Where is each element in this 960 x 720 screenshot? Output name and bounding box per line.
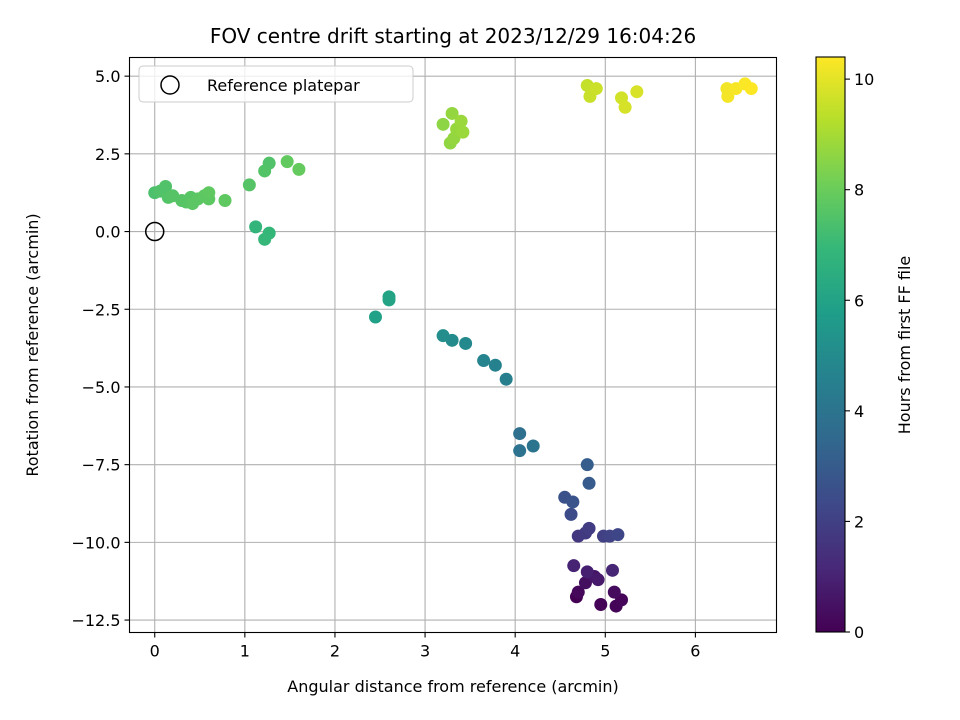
scatter-point — [249, 220, 263, 234]
scatter-point — [567, 559, 581, 573]
colorbar-label: Hours from first FF file — [895, 256, 914, 435]
x-tick-label: 3 — [420, 642, 430, 661]
scatter-point — [280, 155, 294, 169]
scatter-point — [630, 85, 644, 99]
y-tick-label: 2.5 — [95, 145, 120, 164]
scatter-point — [218, 193, 232, 207]
scatter-point — [594, 598, 608, 612]
y-tick-label: −12.5 — [71, 611, 120, 630]
colorbar-tick-label: 10 — [854, 70, 874, 89]
legend-box — [138, 65, 414, 103]
scatter-point — [477, 354, 491, 368]
scatter-point — [591, 573, 605, 587]
grid — [129, 57, 777, 633]
scatter-point — [159, 179, 173, 193]
colorbar-tick-label: 6 — [854, 291, 864, 310]
scatter-point — [459, 336, 473, 350]
x-tick-label: 6 — [690, 642, 700, 661]
colorbar: 0 2 4 6 8 10 Hours from first FF file — [815, 56, 914, 642]
colorbar-tick-label: 4 — [854, 402, 864, 421]
x-tick-label: 1 — [240, 642, 250, 661]
scatter-point — [258, 232, 272, 246]
scatter-point — [607, 585, 621, 599]
y-tick-label: −2.5 — [82, 300, 121, 319]
colorbar-gradient — [815, 56, 846, 633]
y-tick-label: 5.0 — [95, 67, 120, 86]
chart-title: FOV centre drift starting at 2023/12/29 … — [210, 24, 696, 48]
scatter-point — [571, 585, 585, 599]
legend-marker — [160, 75, 180, 95]
scatter-point — [202, 186, 216, 200]
y-axis-label: Rotation from reference (arcmin) — [23, 213, 42, 476]
scatter-point — [721, 89, 735, 103]
scatter-point — [499, 372, 513, 386]
colorbar-tick-label: 8 — [854, 181, 864, 200]
scatter-point — [513, 427, 527, 441]
scatter-point — [744, 82, 758, 96]
scatter-point — [454, 114, 468, 128]
legend-entry-reference: Reference platepar — [207, 76, 360, 95]
reference-platepar-marker — [144, 221, 165, 242]
scatter-point — [488, 358, 502, 372]
scatter-point — [369, 310, 383, 324]
scatter-point — [258, 164, 272, 178]
scatter-point — [526, 439, 540, 453]
x-axis: 0 1 2 3 4 5 6 — [150, 632, 700, 661]
scatter-point — [589, 82, 603, 96]
scatter-point — [382, 293, 396, 307]
scatter-point — [436, 329, 450, 343]
y-axis: 5.0 2.5 0.0 −2.5 −5.0 −7.5 −10.0 −12.5 — [71, 67, 130, 630]
scatter-point — [436, 117, 450, 131]
scatter-point — [605, 563, 619, 577]
y-tick-label: −10.0 — [71, 533, 120, 552]
x-tick-label: 2 — [330, 642, 340, 661]
scatter-point — [618, 100, 632, 114]
scatter-point — [564, 507, 578, 521]
plot-frame — [128, 56, 778, 634]
scatter-point — [611, 528, 625, 542]
colorbar-tick-label: 2 — [854, 512, 864, 531]
scatter-point — [566, 495, 580, 509]
x-tick-label: 0 — [150, 642, 160, 661]
y-tick-label: −5.0 — [82, 378, 121, 397]
reference-marker-layer — [144, 221, 165, 242]
y-tick-label: 0.0 — [95, 223, 120, 242]
colorbar-ticks: 0 2 4 6 8 10 — [845, 70, 874, 642]
colorbar-tick-label: 0 — [854, 623, 864, 642]
y-tick-label: −7.5 — [82, 456, 121, 475]
scatter-point — [580, 458, 594, 472]
scatter-point — [580, 565, 594, 579]
data-points — [148, 77, 758, 613]
x-tick-label: 5 — [600, 642, 610, 661]
scatter-point — [242, 178, 256, 192]
scatter-point — [513, 444, 527, 458]
legend: Reference platepar — [138, 65, 414, 103]
scatter-point — [445, 106, 459, 120]
x-tick-label: 4 — [510, 642, 520, 661]
scatter-point — [582, 521, 596, 535]
scatter-point — [292, 162, 306, 176]
scatter-point — [456, 125, 470, 139]
x-axis-label: Angular distance from reference (arcmin) — [287, 677, 618, 696]
scatter-point — [582, 476, 596, 490]
